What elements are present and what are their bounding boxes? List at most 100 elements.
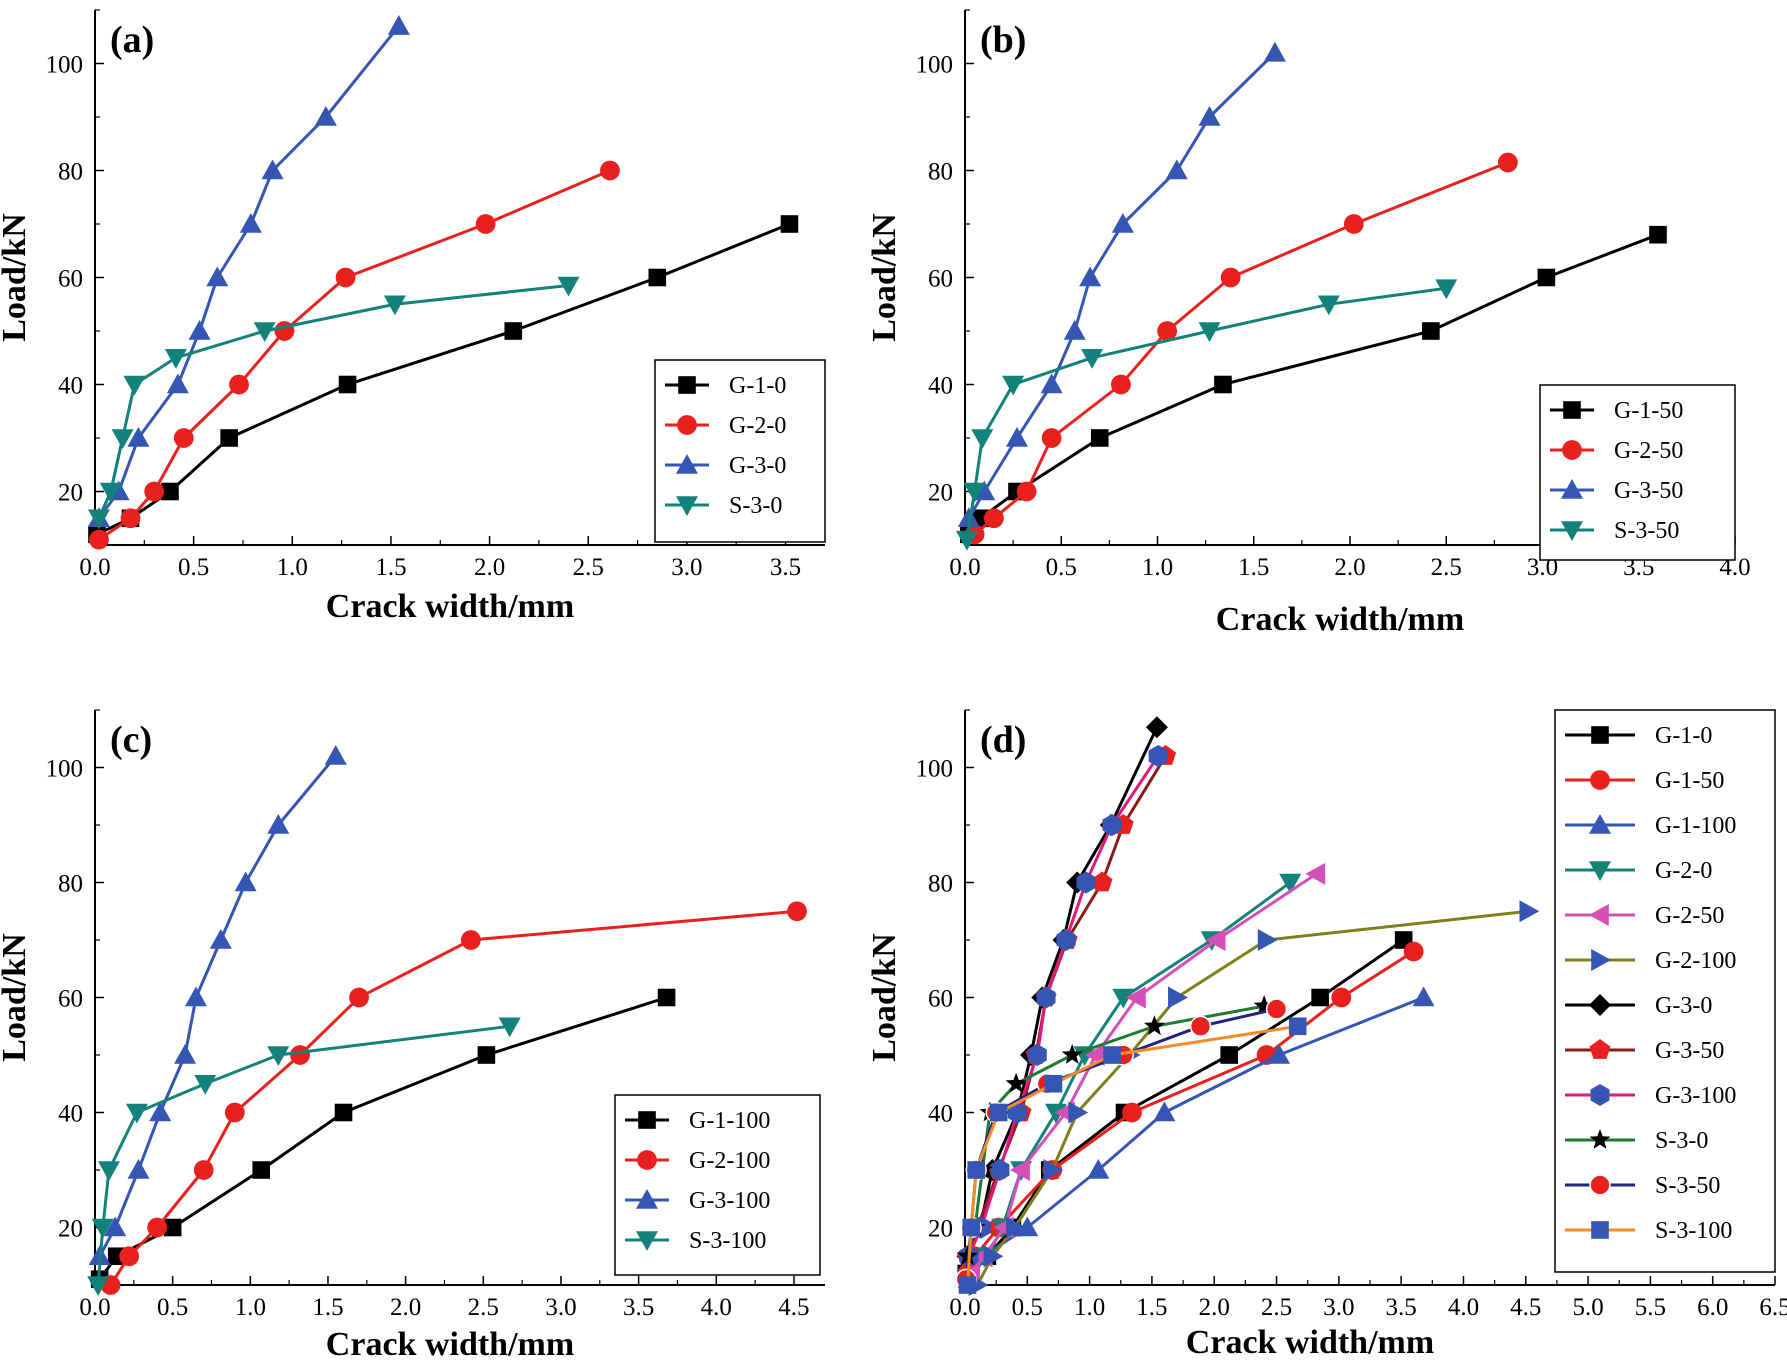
x-tick-label: 3.0 — [545, 1294, 576, 1321]
x-tick-label: 4.0 — [701, 1294, 732, 1321]
data-point — [1010, 1159, 1030, 1181]
series-line — [96, 1024, 510, 1286]
x-tick-label: 0.5 — [1012, 1294, 1043, 1321]
panel-label: (a) — [110, 19, 154, 61]
x-axis-title: Crack width/mm — [1216, 601, 1464, 638]
data-point — [1005, 427, 1028, 447]
data-point — [123, 375, 146, 396]
series-line — [967, 996, 1425, 1281]
data-point — [1168, 986, 1188, 1009]
legend-label: G-2-50 — [1655, 903, 1724, 929]
series-S-3-100 — [958, 1017, 1307, 1294]
x-tick-label: 3.0 — [1323, 1294, 1354, 1321]
legend-label: G-3-0 — [729, 453, 786, 479]
series-line — [967, 51, 1276, 520]
data-point — [498, 1017, 521, 1038]
legend-label: G-1-100 — [689, 1108, 770, 1134]
data-point — [1189, 1015, 1212, 1037]
data-point — [1157, 321, 1178, 341]
data-point — [1044, 1074, 1063, 1093]
series-G-2-50 — [964, 152, 1518, 545]
data-point — [1205, 929, 1226, 951]
data-point — [1317, 295, 1340, 316]
data-point — [144, 481, 165, 502]
data-point — [173, 428, 194, 448]
data-point — [962, 1218, 981, 1237]
data-point — [111, 429, 134, 449]
legend-label: G-3-50 — [1655, 1038, 1724, 1064]
data-point — [1263, 41, 1286, 62]
data-point — [206, 266, 229, 287]
data-point — [387, 15, 410, 35]
legend-label: S-3-100 — [1655, 1218, 1732, 1244]
data-point — [97, 1161, 120, 1181]
data-point — [163, 1218, 182, 1237]
data-point — [324, 745, 347, 765]
data-point — [334, 1103, 353, 1122]
legend-marker — [1590, 1084, 1610, 1106]
y-tick-label: 100 — [916, 756, 954, 783]
data-point — [1044, 1103, 1067, 1124]
data-point — [1165, 159, 1188, 180]
panel-label: (b) — [980, 19, 1026, 61]
y-axis-title: Load/kN — [0, 933, 33, 1062]
x-tick-label: 2.0 — [1199, 1294, 1230, 1321]
data-point — [1016, 481, 1037, 502]
legend-label: G-3-50 — [1614, 478, 1683, 504]
data-point — [290, 1045, 310, 1065]
legend: G-1-0 G-2-0 G-3-0 S-3-0 — [654, 359, 826, 543]
x-tick-label: 1.0 — [277, 554, 308, 581]
data-point — [314, 106, 337, 126]
legend-label: G-1-0 — [1655, 723, 1712, 749]
data-point — [194, 1074, 217, 1095]
data-point — [91, 1218, 114, 1239]
x-tick-label: 1.5 — [312, 1294, 343, 1321]
data-point — [1027, 1044, 1047, 1066]
x-tick-label: 2.5 — [1261, 1294, 1292, 1321]
data-point — [1036, 986, 1056, 1009]
legend-marker — [1589, 1174, 1611, 1196]
data-point — [1125, 986, 1146, 1009]
y-axis-title: Load/kN — [0, 213, 33, 342]
data-point — [161, 482, 179, 501]
series-G-2-100 — [100, 901, 807, 1295]
data-point — [963, 482, 986, 503]
series-S-3-50 — [955, 279, 1458, 551]
data-point — [261, 159, 284, 180]
x-tick-label: 1.0 — [1074, 1294, 1105, 1321]
y-tick-label: 40 — [928, 1101, 953, 1128]
data-point — [1006, 1216, 1026, 1239]
data-point — [149, 1101, 172, 1122]
data-point — [1041, 428, 1062, 448]
data-point — [1220, 1046, 1238, 1064]
legend-marker — [676, 454, 698, 474]
x-tick-label: 1.5 — [1136, 1294, 1167, 1321]
legend-label: S-3-100 — [689, 1228, 766, 1254]
series-G-3-0 — [956, 716, 1168, 1268]
data-point — [119, 1246, 140, 1267]
data-point — [184, 986, 207, 1007]
data-point — [1002, 375, 1025, 396]
data-point — [787, 901, 807, 922]
data-point — [1144, 1015, 1165, 1036]
series-line — [966, 1024, 1298, 1286]
legend: G-1-100 G-2-100 G-3-100 S-3-100 — [614, 1094, 821, 1276]
data-point — [1111, 374, 1131, 395]
data-point — [1435, 279, 1458, 300]
legend-marker — [1589, 1129, 1611, 1149]
data-point — [477, 1046, 496, 1064]
series-line — [973, 161, 1509, 536]
series-S-3-0 — [87, 276, 580, 530]
data-point — [1268, 1044, 1291, 1064]
panel-label: (c) — [110, 719, 152, 761]
series-G-3-50 — [957, 41, 1286, 528]
data-point — [267, 814, 290, 834]
data-point — [89, 529, 109, 550]
data-point — [1081, 348, 1104, 369]
x-tick-label: 2.0 — [474, 554, 505, 581]
data-point — [1043, 1159, 1064, 1181]
x-tick-label: 3.0 — [671, 554, 702, 581]
y-tick-label: 20 — [58, 480, 83, 507]
series-G-3-0 — [87, 15, 410, 528]
x-tick-label: 0.0 — [79, 1294, 110, 1321]
